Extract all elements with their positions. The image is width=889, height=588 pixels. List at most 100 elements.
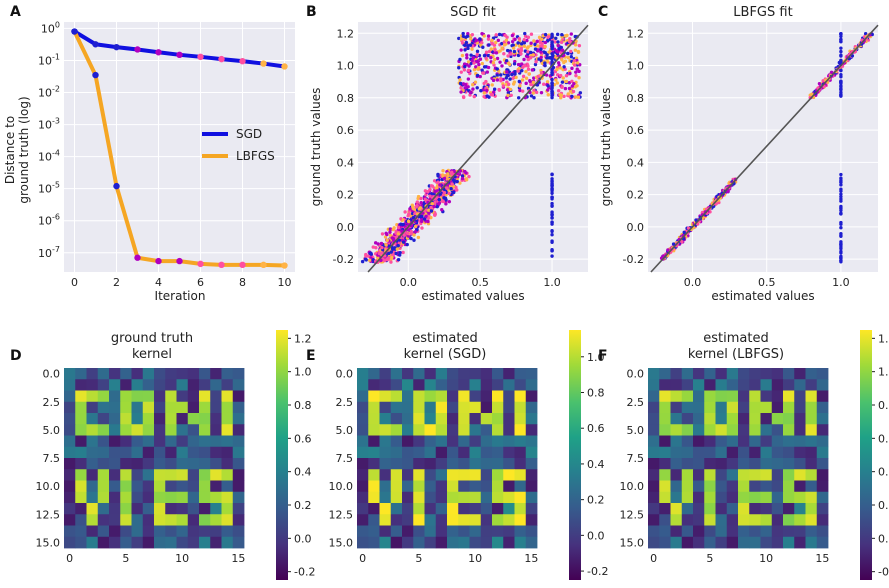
y-tick-label: 1.0 [627, 60, 645, 73]
heatmap-cell [503, 491, 515, 504]
heatmap-cell [771, 536, 784, 549]
heatmap-cell [805, 368, 818, 380]
heatmap-cell [760, 536, 773, 549]
scatter-point-at-one [839, 192, 843, 196]
heatmap-cell [154, 446, 166, 459]
scatter-point-low [401, 250, 405, 255]
heatmap-cell [97, 368, 110, 380]
heatmap-cell [447, 514, 459, 526]
heatmap-cell [693, 525, 705, 538]
heatmap-cell [525, 503, 538, 515]
heatmap-cell [232, 514, 245, 526]
scatter-point-high [576, 61, 580, 65]
heatmap-cell [458, 413, 470, 425]
heatmap-cell [199, 480, 211, 493]
heatmap-cell [413, 525, 425, 538]
heatmap-cell [704, 401, 716, 414]
heatmap-cell [816, 536, 829, 549]
heatmap-cell [75, 514, 87, 526]
y-tick-label: 15.0 [329, 536, 354, 549]
heatmap-cell [771, 491, 784, 504]
heatmap-cell [670, 480, 683, 493]
heatmap-cell [816, 379, 829, 391]
scatter-point-high [511, 82, 516, 86]
heatmap-cell [221, 379, 234, 391]
scatter-point-high [506, 93, 510, 98]
heatmap-cell [357, 480, 369, 493]
scatter-point-high [508, 87, 513, 92]
scatter-point-at-one [839, 254, 843, 259]
y-tick-label: 0.0 [43, 368, 61, 381]
heatmap-cell [503, 379, 515, 391]
heatmap-cell [514, 525, 527, 538]
heatmap-cell [210, 536, 222, 549]
scatter-point-low [402, 233, 406, 237]
heatmap-cell [390, 536, 403, 549]
panel-a-ylabel-line2: ground truth (log) [17, 96, 31, 203]
heatmap-cell [379, 536, 392, 549]
scatter-point-high [484, 56, 488, 60]
scatter-point-high [540, 41, 544, 46]
heatmap-cell [749, 514, 761, 526]
scatter-point-low [438, 192, 442, 196]
heatmap-cell [447, 446, 459, 459]
heatmap-cell [368, 536, 380, 549]
heatmap-cell [176, 525, 189, 538]
scatter-point-low [405, 231, 410, 236]
scatter-point-high [484, 50, 489, 54]
scatter-point-high [512, 62, 517, 66]
heatmap-cell [760, 514, 773, 526]
heatmap-cell [142, 446, 155, 459]
heatmap-cell [368, 379, 380, 391]
heatmap-cell [86, 458, 99, 470]
heatmap-cell [659, 390, 671, 403]
scatter-point-high [494, 40, 498, 45]
heatmap-cell [715, 469, 728, 481]
heatmap-cell [97, 491, 110, 504]
scatter-point-at-one [550, 42, 554, 47]
scatter-point-low [434, 186, 439, 190]
heatmap-cell [715, 368, 728, 380]
heatmap-cell [97, 525, 110, 538]
heatmap-cell [681, 503, 694, 515]
heatmap-cell [165, 469, 177, 481]
scatter-point-low [409, 232, 413, 236]
heatmap-cell [402, 379, 414, 391]
heatmap-cell [357, 435, 369, 448]
heatmap-cell [447, 390, 459, 403]
heatmap-cell [75, 401, 87, 414]
heatmap-cell [368, 435, 380, 448]
scatter-point-low [380, 245, 384, 250]
heatmap-cell [131, 514, 144, 526]
heatmap-cell [693, 536, 705, 549]
scatter-point-at-one [839, 233, 843, 238]
heatmap-cell [771, 401, 784, 414]
x-tick-label: 2 [113, 276, 120, 289]
heatmap-cell [120, 379, 132, 391]
heatmap-cell [469, 458, 482, 470]
scatter-point-low [464, 178, 469, 182]
heatmap-cell [86, 480, 99, 493]
heatmap-cell [109, 525, 121, 538]
heatmap-cell [458, 514, 470, 526]
scatter-point-low [396, 244, 400, 248]
heatmap-cell [368, 401, 380, 414]
scatter-point-high [563, 86, 568, 91]
scatter-point-high [543, 32, 548, 37]
heatmap-cell [97, 480, 110, 493]
x-tick-label: 10 [175, 552, 189, 565]
scatter-point-high [543, 44, 547, 49]
scatter-point-at-one [839, 241, 843, 246]
heatmap-cell [783, 536, 795, 549]
heatmap-cell [760, 469, 773, 481]
scatter-point-at-one [550, 229, 554, 233]
y-tick-label: 1.2 [627, 27, 645, 40]
scatter-point-low [445, 186, 449, 190]
heatmap-cell [390, 491, 403, 504]
heatmap-cell [648, 458, 660, 470]
heatmap-cell [402, 514, 414, 526]
heatmap-cell [816, 503, 829, 515]
heatmap-cell [816, 525, 829, 538]
heatmap-cell [783, 413, 795, 425]
heatmap-cell [670, 491, 683, 504]
